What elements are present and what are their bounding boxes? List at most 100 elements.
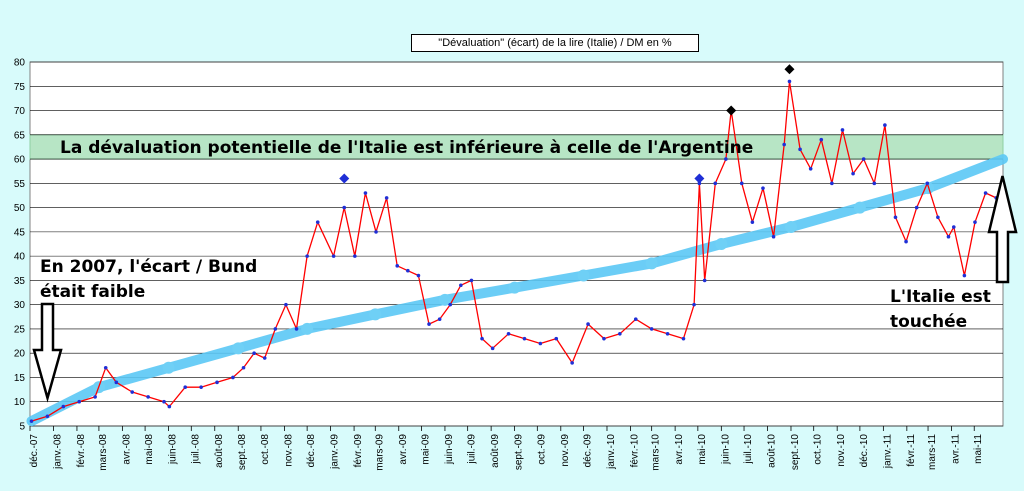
- peak-marker: [784, 64, 795, 75]
- x-tick-label: déc.-10: [859, 434, 870, 468]
- x-tick-label: oct.-10: [813, 434, 824, 465]
- y-tick-label: 80: [14, 58, 26, 69]
- data-point: [459, 283, 463, 288]
- data-point: [199, 385, 203, 389]
- x-tick-label: déc.-07: [29, 434, 40, 468]
- y-tick-label: 10: [14, 397, 26, 408]
- data-point: [315, 220, 320, 224]
- data-point: [342, 205, 347, 210]
- data-point: [893, 215, 898, 220]
- x-tick-label: févr.-09: [353, 434, 364, 468]
- trend-band-point: [853, 201, 866, 214]
- data-point: [570, 361, 574, 365]
- data-point: [962, 273, 967, 278]
- data-point: [374, 230, 378, 234]
- x-tick-label: févr.-11: [906, 434, 917, 467]
- data-point: [395, 264, 400, 268]
- data-point: [427, 322, 431, 326]
- x-tick-label: sept.-09: [514, 434, 525, 471]
- data-point: [819, 137, 824, 142]
- data-point: [331, 254, 336, 258]
- annotation-italy-line1: L'Italie est: [890, 287, 991, 307]
- x-tick-label: sept.-08: [237, 434, 248, 471]
- data-point: [702, 278, 707, 283]
- data-point: [973, 220, 977, 224]
- trend-band-point: [645, 257, 658, 270]
- x-tick-label: mai-09: [420, 434, 431, 465]
- x-tick-label: déc.-08: [306, 434, 317, 468]
- data-point: [787, 79, 792, 84]
- data-point: [739, 181, 744, 186]
- y-tick-label: 35: [14, 276, 26, 287]
- x-tick-label: nov.-08: [283, 434, 294, 467]
- data-point: [782, 142, 786, 147]
- data-point: [713, 181, 718, 186]
- data-point: [93, 395, 97, 399]
- trend-band-point: [232, 342, 245, 355]
- data-point: [946, 234, 951, 239]
- trend-band-point: [508, 281, 521, 294]
- data-point: [538, 341, 543, 346]
- data-point: [437, 317, 442, 322]
- x-tick-label: mars-10: [651, 434, 662, 471]
- data-point: [983, 191, 988, 195]
- x-tick-label: oct.-08: [260, 434, 271, 465]
- data-point: [840, 128, 845, 132]
- down-arrow: [32, 302, 63, 403]
- data-point: [469, 278, 474, 283]
- data-point: [363, 191, 368, 195]
- x-tick-label: août-09: [490, 434, 501, 468]
- annotation-italy-line2: touchée: [890, 312, 968, 332]
- data-point: [872, 181, 877, 186]
- x-tick-label: avr.-11: [951, 434, 962, 464]
- y-tick-label: 60: [14, 155, 26, 166]
- y-tick-label: 55: [14, 179, 26, 190]
- data-point: [761, 186, 765, 190]
- x-tick-label: juin-08: [168, 434, 179, 465]
- data-point: [61, 404, 66, 409]
- x-tick-label: janv.-09: [330, 434, 341, 470]
- x-tick-label: juil.-09: [467, 434, 478, 465]
- data-point: [384, 196, 389, 200]
- data-point: [103, 365, 108, 370]
- x-tick-label: août-08: [214, 434, 225, 468]
- trend-band-point: [715, 238, 728, 250]
- data-point: [294, 327, 299, 331]
- trend-band-point: [438, 293, 451, 306]
- chart-title: "Dévaluation" (écart) de la lire (Italie…: [411, 34, 699, 52]
- x-tick-label: mai-11: [973, 434, 984, 464]
- x-tick-label: mai-10: [697, 434, 708, 465]
- data-point: [724, 157, 728, 161]
- data-point: [633, 317, 638, 322]
- y-tick-label: 30: [14, 300, 26, 311]
- x-tick-label: avr.-10: [674, 434, 685, 465]
- x-tick-label: juil.-08: [190, 434, 201, 465]
- data-point: [830, 181, 834, 186]
- data-point: [305, 254, 309, 258]
- data-point: [146, 395, 150, 399]
- data-point: [231, 375, 235, 380]
- x-tick-label: nov.-09: [560, 434, 571, 467]
- data-point: [904, 239, 908, 244]
- x-tick-label: avr.-09: [398, 434, 409, 465]
- x-tick-label: janv.-10: [606, 434, 617, 470]
- y-tick-label: 5: [19, 422, 25, 433]
- data-point: [861, 157, 866, 161]
- data-point: [480, 336, 484, 341]
- data-point: [914, 205, 919, 210]
- x-tick-label: juil.-10: [743, 434, 754, 465]
- x-tick-label: sept.-10: [790, 434, 801, 471]
- data-point: [883, 123, 887, 127]
- data-point: [925, 181, 930, 186]
- annotation-band-label: La dévaluation potentielle de l'Italie e…: [60, 138, 753, 158]
- data-point: [353, 254, 357, 258]
- data-point: [273, 327, 278, 331]
- x-tick-label: nov.-10: [836, 434, 847, 467]
- data-point: [252, 351, 256, 356]
- data-point: [45, 414, 50, 419]
- y-tick-label: 45: [14, 227, 26, 238]
- y-tick-label: 50: [14, 203, 26, 214]
- x-tick-label: févr.-08: [76, 434, 87, 468]
- data-point: [771, 234, 776, 239]
- x-tick-label: janv.-11: [882, 434, 893, 470]
